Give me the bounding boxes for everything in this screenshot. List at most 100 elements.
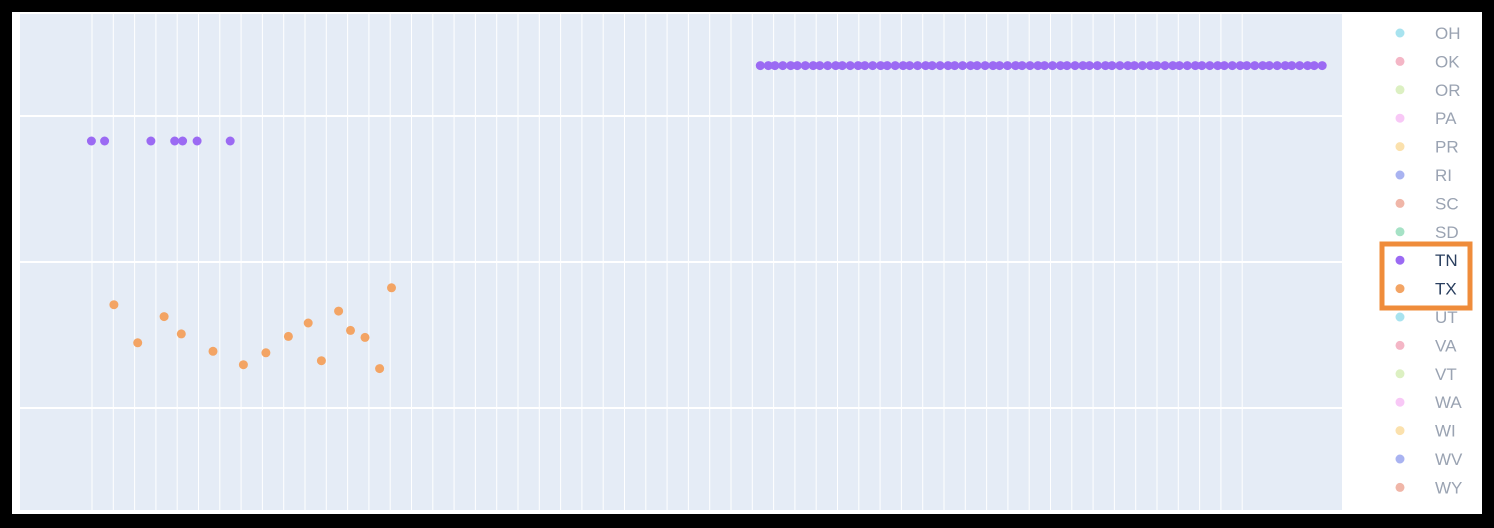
data-point (755, 61, 765, 71)
legend-item-sc[interactable]: SC (1395, 194, 1459, 213)
data-point (1174, 61, 1184, 71)
data-point (831, 61, 841, 71)
legend-marker (1395, 142, 1405, 152)
data-point (1085, 61, 1094, 71)
legend-item-tn[interactable]: TN (1395, 251, 1458, 270)
data-point (1048, 61, 1057, 71)
data-point (1219, 61, 1229, 71)
data-point (170, 136, 180, 146)
data-point (346, 325, 355, 335)
legend-item-ut[interactable]: UT (1395, 308, 1458, 327)
data-point (100, 136, 110, 146)
data-point (882, 61, 892, 71)
legend-item-sd[interactable]: SD (1395, 223, 1459, 242)
data-point (86, 136, 96, 146)
data-point (860, 61, 870, 71)
legend-label: WV (1435, 450, 1463, 469)
data-point (853, 61, 863, 71)
data-points (86, 61, 1327, 374)
legend-item-ri[interactable]: RI (1395, 166, 1453, 185)
legend-marker (1395, 85, 1405, 95)
data-point (1309, 61, 1319, 71)
data-point (1160, 61, 1170, 71)
data-point (1227, 61, 1237, 71)
data-point (988, 61, 998, 71)
data-point (1197, 61, 1207, 71)
legend-item-or[interactable]: OR (1395, 81, 1461, 100)
data-point (159, 312, 169, 322)
legend-label: OK (1435, 52, 1460, 71)
data-point (1258, 61, 1268, 71)
data-point (1250, 61, 1260, 71)
data-point (770, 61, 780, 71)
legend-item-wi[interactable]: WI (1395, 422, 1456, 441)
data-point (1055, 61, 1065, 71)
legend[interactable]: OH OK OR PA PR RI SC SD TN TX UT VA VT WA WI WV WY (1395, 24, 1464, 497)
legend-item-va[interactable]: VA (1395, 336, 1458, 355)
data-point (283, 331, 293, 341)
data-point (823, 61, 833, 71)
data-point (1317, 61, 1327, 71)
legend-item-pa[interactable]: PA (1395, 109, 1458, 128)
data-point (890, 61, 900, 71)
legend-item-wy[interactable]: WY (1395, 478, 1463, 497)
data-point (815, 61, 825, 71)
data-point (176, 329, 186, 339)
data-point (238, 360, 248, 370)
data-point (316, 356, 326, 366)
data-point (1287, 61, 1297, 71)
legend-label: OR (1435, 81, 1461, 100)
data-point (1062, 61, 1072, 71)
data-point (935, 61, 945, 71)
legend-label: SC (1435, 194, 1459, 213)
legend-marker (1395, 369, 1405, 379)
legend-item-pr[interactable]: PR (1395, 138, 1459, 157)
data-point (1152, 61, 1162, 71)
legend-marker (1395, 312, 1405, 322)
legend-item-vt[interactable]: VT (1395, 365, 1457, 384)
legend-item-wv[interactable]: WV (1395, 450, 1464, 469)
data-point (1100, 61, 1110, 71)
legend-highlight-box (1379, 241, 1473, 311)
data-point (1264, 61, 1274, 71)
data-point (913, 61, 923, 71)
data-point (927, 61, 937, 71)
data-point (387, 283, 396, 293)
legend-marker (1395, 28, 1405, 38)
data-point (995, 61, 1005, 71)
data-point (1123, 61, 1133, 71)
data-point (921, 61, 931, 71)
data-point (876, 61, 886, 71)
data-point (1168, 61, 1178, 71)
data-point (1235, 61, 1245, 71)
data-point (261, 348, 271, 358)
legend-label: SD (1435, 223, 1459, 242)
data-point (1003, 61, 1012, 71)
legend-item-wa[interactable]: WA (1395, 393, 1463, 412)
legend-label: WY (1435, 478, 1462, 497)
data-point (845, 61, 855, 71)
legend-label: WI (1435, 422, 1456, 441)
data-point (146, 136, 156, 146)
legend-item-ok[interactable]: OK (1395, 52, 1461, 71)
legend-item-oh[interactable]: OH (1395, 24, 1461, 43)
data-point (1070, 61, 1080, 71)
data-point (966, 61, 975, 71)
legend-label: RI (1435, 166, 1452, 185)
data-point (360, 332, 370, 342)
legend-marker (1395, 170, 1405, 180)
data-point (1190, 61, 1200, 71)
data-point (786, 61, 796, 71)
legend-label: TN (1435, 251, 1458, 270)
data-point (225, 136, 235, 146)
legend-marker (1395, 255, 1405, 265)
data-point (1017, 61, 1027, 71)
data-point (950, 61, 960, 71)
data-point (1295, 61, 1305, 71)
data-point (178, 136, 188, 146)
legend-label: TX (1435, 280, 1457, 299)
legend-item-tx[interactable]: TX (1395, 280, 1457, 299)
legend-label: WA (1435, 393, 1462, 412)
data-point (1145, 61, 1155, 71)
